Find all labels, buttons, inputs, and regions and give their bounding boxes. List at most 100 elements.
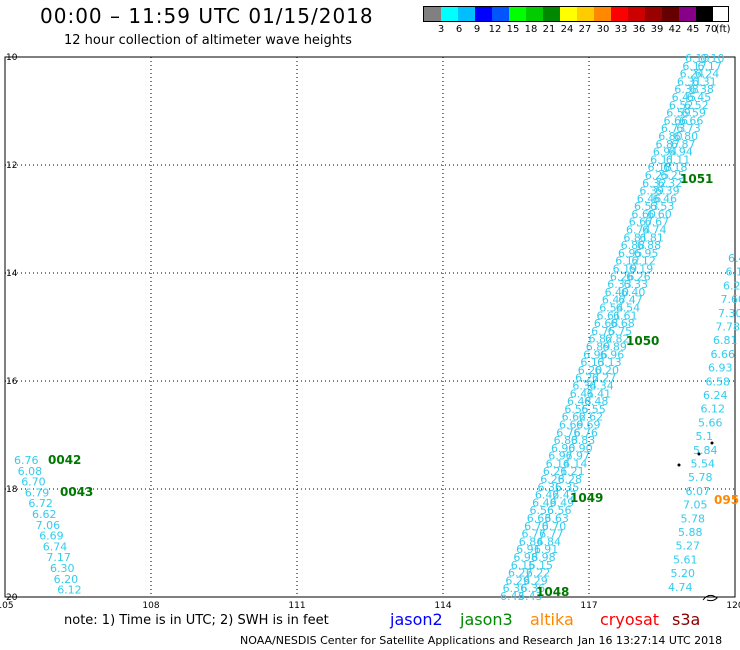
- wave-height-label: 6.79: [25, 486, 50, 499]
- x-tick-label: 108: [142, 601, 159, 610]
- swath-label: 6.77: [539, 528, 564, 541]
- wave-height-map: 1051081111141171201012141618206.106.176.…: [0, 52, 740, 610]
- wave-height-label: 6.12: [701, 403, 726, 416]
- swath-label: 6.47: [618, 294, 643, 307]
- page-title: 00:00 – 11:59 UTC 01/15/2018: [40, 4, 374, 28]
- credit-line: NOAA/NESDIS Center for Satellite Applica…: [240, 634, 574, 647]
- page-subtitle: 12 hour collection of altimeter wave hei…: [64, 33, 352, 48]
- swath-label: 6.33: [624, 278, 649, 291]
- swath-label: 6.75: [608, 325, 633, 338]
- wave-height-label: 6.58: [706, 375, 731, 388]
- x-tick-label: 117: [580, 601, 597, 610]
- swath-label: 6.39: [639, 185, 664, 198]
- swath-label: 6.45: [672, 91, 697, 104]
- wave-height-label: 5.20: [671, 567, 696, 580]
- wave-height-label: 5.1: [696, 430, 714, 443]
- swath-label: 6.55: [581, 403, 606, 416]
- wave-height-label: 6.1: [726, 266, 740, 279]
- swath-label: 6.41: [570, 387, 595, 400]
- swath-label: 6.35: [555, 481, 580, 494]
- swath-label: 6.62: [579, 411, 604, 424]
- swath-label: 6.97: [548, 450, 573, 463]
- legend-swatch: [492, 7, 509, 21]
- swath-label: 6.34: [572, 379, 597, 392]
- swath-label: 6.97: [565, 450, 590, 463]
- swath-label: 6.83: [554, 434, 579, 447]
- legend-swatch: [679, 7, 696, 21]
- swath-label: 6.90: [551, 442, 576, 455]
- legend-tick-label: 18: [524, 24, 538, 35]
- swath-label: 6.18: [647, 161, 672, 174]
- swath-label: 6.13: [580, 356, 605, 369]
- wave-height-label: 5.66: [698, 416, 723, 429]
- swath-label: 6.20: [594, 364, 619, 377]
- legend-tick-label: 39: [650, 24, 664, 35]
- swath-label: 6.21: [543, 465, 568, 478]
- swath-label: 6.53: [650, 200, 675, 213]
- wave-height-label: 5.88: [678, 526, 703, 539]
- pass-time-label: 095: [714, 493, 739, 507]
- swath-label: 6.11: [650, 153, 675, 166]
- swath-label: 6.24: [680, 68, 705, 81]
- swath-label: 6.26: [610, 270, 635, 283]
- x-tick-label: 114: [434, 601, 451, 610]
- legend-unit: (ft): [715, 24, 731, 35]
- swath-label: 6.76: [556, 426, 581, 439]
- wave-height-label: 6.24: [703, 389, 728, 402]
- swath-label: 6.74: [626, 224, 651, 237]
- legend-swatch: [458, 7, 475, 21]
- wave-height-label: 5.27: [676, 540, 701, 553]
- pass-time-label: 0043: [60, 485, 93, 499]
- swath-label: 6.14: [546, 457, 571, 470]
- footer-row: note: 1) Time is in UTC; 2) SWH is in fe…: [0, 610, 740, 632]
- swath-label: 6.73: [661, 122, 686, 135]
- wave-height-label: 6.93: [708, 362, 733, 375]
- swath-label: 6.11: [666, 153, 691, 166]
- swath-label: 6.61: [597, 309, 622, 322]
- swath-label: 6.75: [591, 325, 616, 338]
- swath-label: 6.49: [550, 496, 575, 509]
- wave-height-label: 4.74: [668, 581, 693, 594]
- legend-swatch: [611, 7, 628, 21]
- swath-label: 6.48: [567, 395, 592, 408]
- swath-label: 6.82: [605, 333, 630, 346]
- swath-label: 6.60: [647, 208, 672, 221]
- wave-height-label: 5.54: [691, 458, 716, 471]
- swath-label: 6.29: [505, 574, 530, 587]
- swath-label: 6.98: [513, 551, 538, 564]
- wave-height-label: 6.20: [54, 573, 79, 586]
- swath-label: 6.68: [610, 317, 635, 330]
- swath-label: 6.33: [607, 278, 632, 291]
- swath-label: 6.25: [660, 169, 685, 182]
- swath-label: 6.31: [677, 75, 702, 88]
- swath-label: 6.88: [637, 239, 662, 252]
- swath-label: 6.94: [668, 146, 693, 159]
- legend-tick-label: 24: [560, 24, 574, 35]
- legend-swatch: [645, 7, 662, 21]
- swath-label: 6.52: [684, 99, 709, 112]
- swath-label: 6.42: [552, 489, 577, 502]
- swath-label: 6.38: [689, 83, 714, 96]
- swath-label: 6.61: [613, 309, 638, 322]
- swath-label: 6.96: [600, 348, 625, 361]
- swath-label: 6.70: [524, 520, 549, 533]
- legend-swatch: [424, 7, 441, 21]
- swath-label: 6.88: [621, 239, 646, 252]
- swath-label: 6.22: [526, 567, 551, 580]
- wave-height-label: 6.74: [43, 540, 68, 553]
- legend-swatch: [628, 7, 645, 21]
- swath-label: 6.17: [697, 60, 722, 73]
- swath-label: 6.59: [666, 107, 691, 120]
- swath-label: 6.55: [564, 403, 589, 416]
- swath-label: 6.81: [639, 231, 664, 244]
- legend-tick-label: 45: [686, 24, 700, 35]
- swath-label: 6.46: [653, 192, 678, 205]
- legend-swatch: [543, 7, 560, 21]
- swath-label: 6.41: [587, 387, 612, 400]
- swath-label: 6.40: [621, 286, 646, 299]
- swath-label: 6.45: [687, 91, 712, 104]
- swath-label: 6.18: [663, 161, 688, 174]
- legend-swatch: [696, 7, 713, 21]
- swath-label: 6.40: [605, 286, 630, 299]
- swath-label: 6.87: [671, 138, 696, 151]
